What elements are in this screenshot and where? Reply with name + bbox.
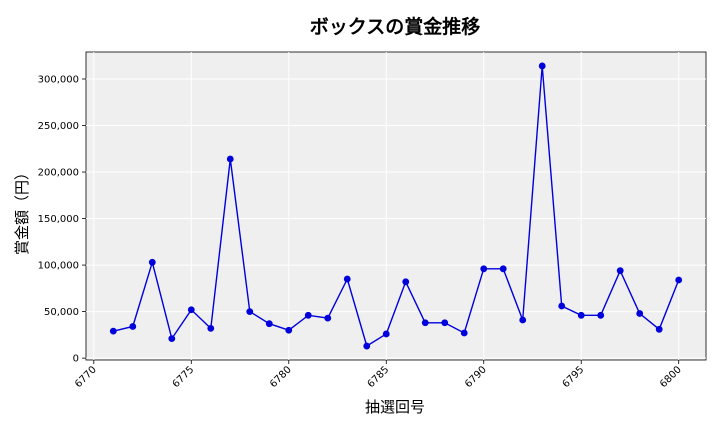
x-tick-label: 6800 [658, 364, 684, 390]
x-tick-label: 6775 [171, 364, 197, 390]
data-point [480, 265, 488, 273]
data-point [363, 342, 371, 350]
plot-area [85, 51, 707, 361]
data-point [207, 324, 215, 332]
x-tick-label: 6790 [463, 364, 489, 390]
y-tick-label: 50,000 [44, 307, 79, 318]
data-point [538, 62, 546, 70]
data-point [655, 325, 663, 333]
y-tick-label: 100,000 [38, 261, 79, 272]
data-point [148, 258, 156, 266]
data-point [226, 155, 234, 163]
data-point [519, 316, 527, 324]
y-axis-label: 賞金額（円） [13, 165, 31, 255]
data-point [616, 267, 624, 275]
series-layer [109, 62, 683, 350]
chart-title: ボックスの賞金推移 [310, 15, 480, 38]
y-tick-label: 250,000 [38, 121, 79, 132]
grid [86, 52, 706, 360]
data-point [343, 275, 351, 283]
x-axis: 6770 6775 6780 6785 6790 6795 6800 [73, 360, 684, 390]
data-point [285, 326, 293, 334]
y-tick-label: 300,000 [38, 74, 79, 85]
x-tick-label: 6785 [366, 364, 392, 390]
y-tick-label: 150,000 [38, 214, 79, 225]
data-point [558, 302, 566, 310]
data-point [675, 276, 683, 284]
data-point [402, 278, 410, 286]
data-point [168, 335, 176, 342]
data-point [129, 323, 137, 330]
data-point [421, 319, 429, 327]
data-point [265, 320, 273, 328]
data-point [246, 308, 254, 316]
data-point [597, 311, 605, 319]
y-axis: 0 50,000 100,000 150,000 200,000 250,000 300,0… [38, 74, 86, 365]
x-tick-label: 6795 [561, 364, 587, 390]
x-tick-label: 6770 [73, 364, 99, 390]
data-point [577, 311, 585, 319]
data-point [460, 329, 468, 337]
data-point [187, 306, 195, 314]
y-tick-label: 200,000 [38, 168, 79, 179]
data-point [109, 327, 117, 335]
x-tick-label: 6780 [268, 364, 294, 390]
data-point [499, 265, 507, 273]
y-tick-label: 0 [73, 354, 79, 365]
data-point [304, 311, 312, 319]
data-point [382, 330, 390, 338]
data-point [324, 314, 332, 322]
data-point [441, 319, 449, 327]
x-axis-label: 抽選回号 [365, 398, 425, 416]
data-point [636, 310, 644, 317]
